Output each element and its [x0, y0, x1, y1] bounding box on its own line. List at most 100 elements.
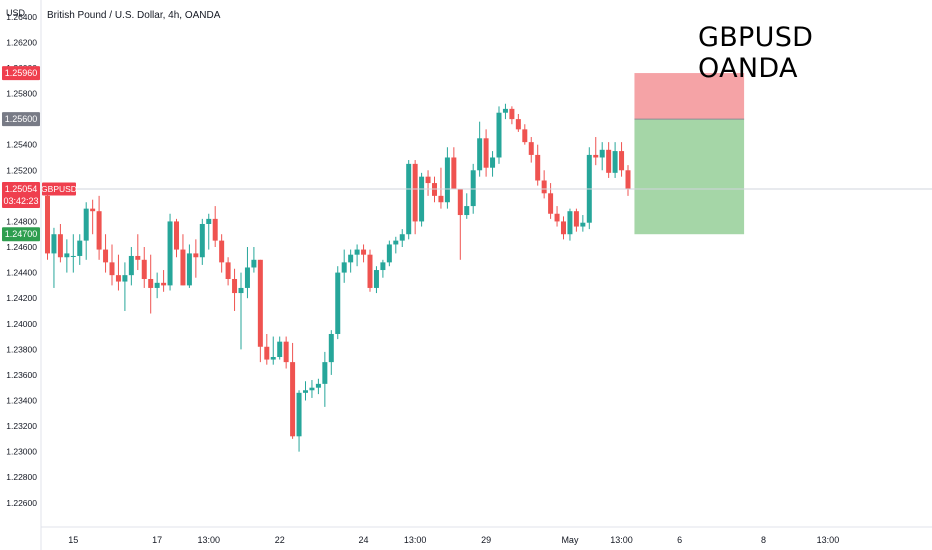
candle-body [341, 262, 347, 273]
candle-body [554, 213, 560, 222]
y-tick-label: 1.24000 [6, 319, 37, 329]
candle-body [103, 249, 109, 263]
y-tick-label: 1.22600 [6, 498, 37, 508]
candle-body [451, 157, 457, 190]
candle-body [412, 163, 418, 222]
y-tick-label: 1.26200 [6, 37, 37, 47]
candle-body [328, 333, 334, 363]
x-tick-label: 13:00 [404, 535, 427, 545]
candle-body [619, 151, 625, 171]
candle-body [90, 208, 96, 212]
candle-body [51, 234, 57, 254]
candle-body [541, 180, 547, 194]
symbol-tag-bg [42, 182, 76, 196]
overlay-line-2: OANDA [698, 53, 798, 84]
candle-body [128, 255, 134, 276]
candle-body [303, 390, 308, 393]
entry-price-tag: 1.25600 [5, 114, 38, 124]
candle-body [83, 208, 89, 241]
candle-body [57, 234, 63, 258]
candle-body [444, 157, 450, 203]
candle-body [70, 255, 76, 257]
candle-body [277, 341, 283, 358]
candle-body [606, 149, 612, 173]
x-tick-label: 6 [677, 535, 682, 545]
x-axis-ticks: 15 17 13:00 22 24 13:00 29 May 13:00 6 8 13:00 [68, 535, 839, 545]
candle-body [509, 108, 515, 120]
candle-body [580, 222, 586, 227]
y-tick-label: 1.25200 [6, 165, 37, 175]
candle-body [122, 275, 128, 282]
candle-body [244, 267, 250, 288]
stop-loss-zone [634, 73, 745, 120]
axes: USD British Pound / U.S. Dollar, 4h, OAN… [6, 0, 932, 550]
candle-body [315, 383, 321, 388]
candle-body [322, 362, 328, 384]
candle-body [419, 176, 425, 222]
candle-body [367, 254, 373, 288]
candle-body [438, 195, 444, 203]
x-tick-label: 13:00 [197, 535, 220, 545]
candle-body [174, 221, 179, 250]
candle-body [264, 346, 270, 360]
candle-body [212, 218, 218, 241]
candle-body [335, 272, 341, 334]
candle-body [380, 262, 386, 271]
target-tag-bg [2, 227, 40, 242]
candle-body [361, 249, 367, 255]
candle-body [219, 240, 225, 263]
candle-body [354, 249, 360, 255]
x-tick-label: 8 [761, 535, 766, 545]
x-tick-label: 29 [481, 535, 491, 545]
countdown-tag: 03:42:23 [3, 196, 38, 206]
candle-body [373, 270, 379, 288]
candle-body [238, 287, 244, 294]
price-tags: 1.25960 1.25600 1.25054 03:42:23 GBPUSD … [2, 66, 932, 242]
candle-body [296, 392, 302, 437]
candle-body [109, 262, 115, 276]
candle-body [535, 154, 541, 181]
candle-body [406, 163, 412, 235]
candle-body [161, 282, 167, 286]
candle-body [399, 234, 405, 241]
stop-tag-bg [2, 66, 40, 81]
candle-body [599, 149, 605, 158]
y-tick-label: 1.22800 [6, 472, 37, 482]
entry-tag-bg [2, 112, 40, 127]
candle-body [496, 112, 502, 158]
candle-body [490, 157, 496, 168]
candle-body [515, 119, 521, 130]
candle-body [573, 211, 579, 227]
candle-body [528, 142, 534, 155]
candle-body [464, 206, 470, 216]
candle-body [199, 223, 205, 258]
candle-body [77, 240, 83, 256]
candle-body [483, 138, 489, 168]
candle-body [283, 341, 289, 363]
candle-body [270, 357, 276, 360]
y-tick-label: 1.23800 [6, 344, 37, 354]
candle-body [180, 249, 186, 286]
candle-body [567, 211, 573, 235]
position-zones [634, 73, 745, 235]
x-tick-label: 22 [275, 535, 285, 545]
candle-body [425, 176, 431, 184]
y-tick-label: 1.26400 [6, 12, 37, 22]
candle-body [225, 262, 231, 279]
y-tick-label: 1.23200 [6, 421, 37, 431]
candle-body [135, 255, 141, 260]
x-tick-label: May [561, 535, 579, 545]
candle-body [148, 278, 154, 288]
candle-body [141, 259, 147, 279]
candle-body [593, 154, 599, 158]
candle-body [612, 151, 618, 173]
candle-body [64, 253, 70, 258]
candle-body [561, 221, 566, 235]
y-tick-label: 1.24200 [6, 293, 37, 303]
symbol-overlay-text: GBPUSD OANDA [698, 22, 813, 84]
candle-body [309, 387, 315, 391]
stop-price-tag: 1.25960 [5, 68, 38, 78]
x-tick-label: 13:00 [817, 535, 840, 545]
candle-body [432, 183, 437, 196]
